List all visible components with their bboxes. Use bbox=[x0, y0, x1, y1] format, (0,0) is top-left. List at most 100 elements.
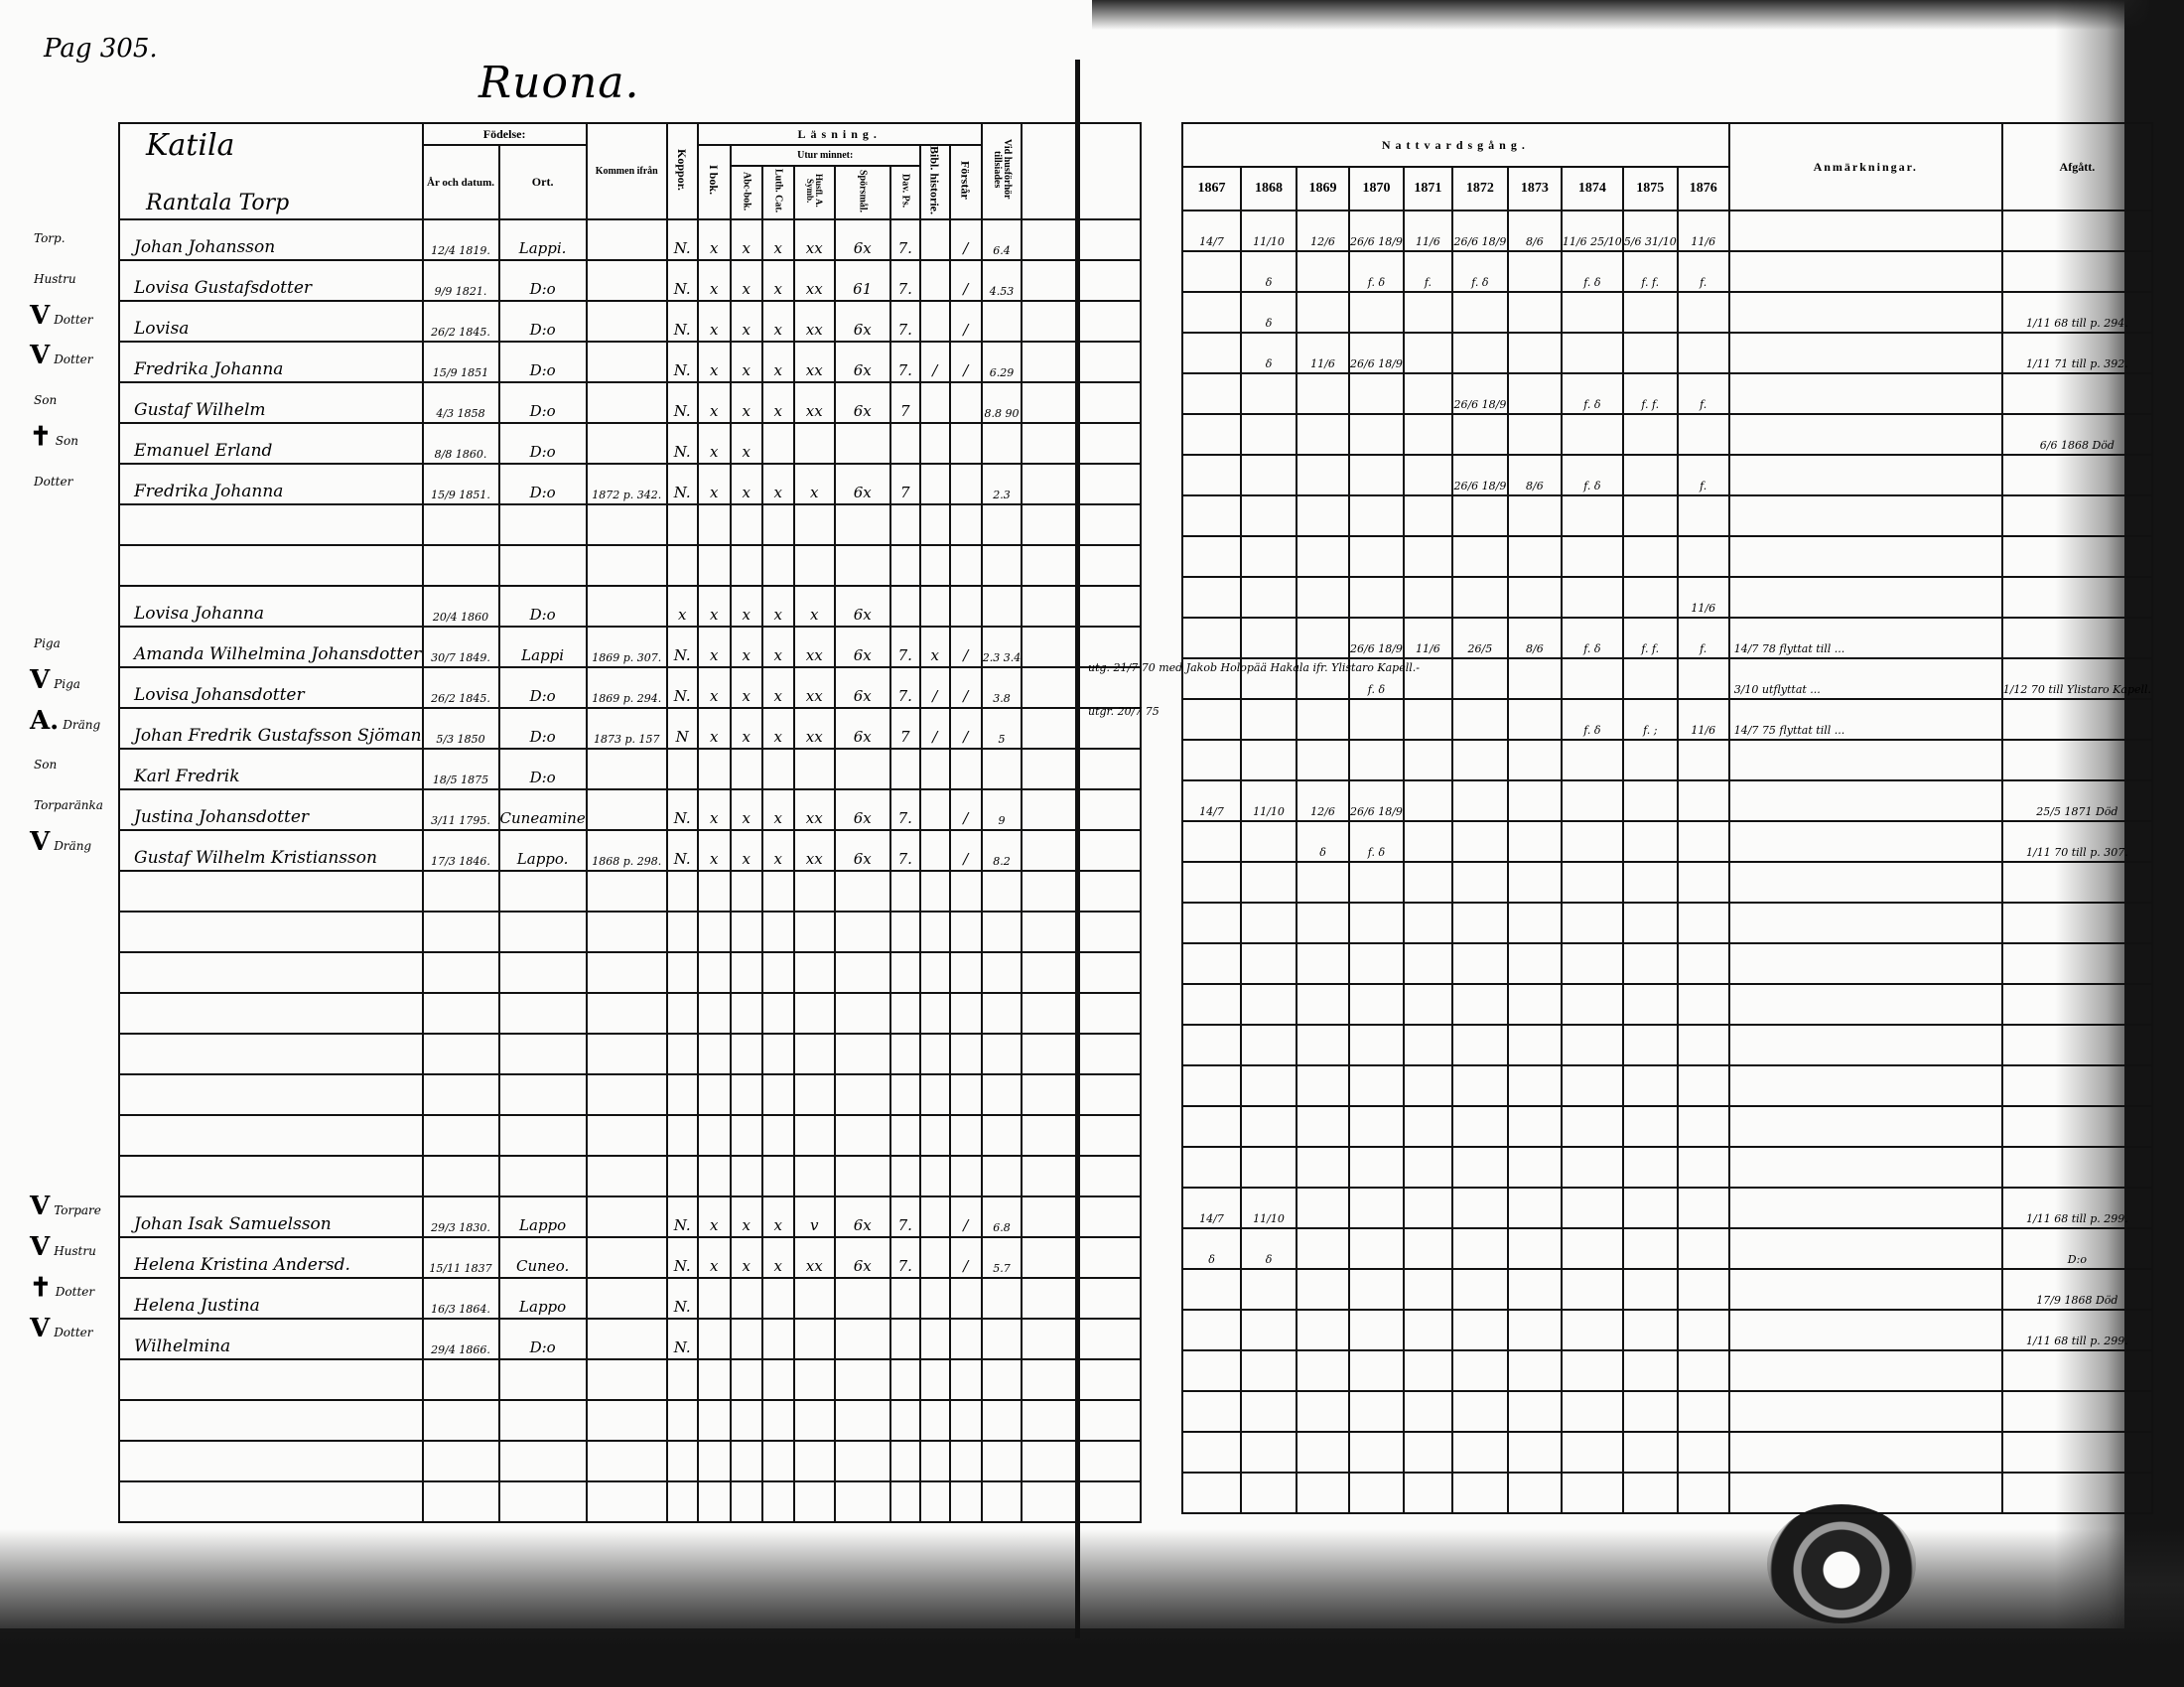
communion-date bbox=[1348, 535, 1405, 578]
communion-date: 12/6 bbox=[1296, 210, 1350, 252]
communion-date bbox=[1181, 1349, 1242, 1392]
table-row: 14/7 11/10 12/6 26/6 18/9 25/5 1871 Död bbox=[1181, 779, 2154, 822]
remarks bbox=[1727, 332, 2003, 374]
person-name bbox=[118, 1155, 424, 1198]
header-year: 1876 bbox=[1676, 166, 1730, 211]
reading-sporsmal bbox=[833, 1358, 891, 1402]
reading-abc-bok bbox=[729, 911, 763, 954]
communion-date bbox=[1560, 535, 1624, 578]
blank-cell bbox=[1021, 1277, 1143, 1321]
departed bbox=[2000, 1349, 2154, 1392]
communion-date: f. δ bbox=[1560, 698, 1624, 741]
table-row: δ 11/6 26/6 18/9 1/11 71 till p. 392. bbox=[1181, 332, 2154, 374]
reading-koppor: x bbox=[665, 585, 699, 629]
reading-koppor: N bbox=[665, 707, 699, 751]
table-row: Karl Fredrik 18/5 1875 D:o bbox=[118, 748, 1143, 791]
came-from: 1869 p. 307. bbox=[585, 626, 668, 669]
communion-date bbox=[1560, 779, 1624, 822]
reading-i-bok bbox=[696, 1358, 732, 1402]
person-name bbox=[118, 1114, 424, 1158]
reading-luth-cat bbox=[760, 1480, 795, 1524]
birth-place bbox=[497, 992, 588, 1036]
reading-bibl-hist: / bbox=[918, 666, 951, 710]
communion-date: f. δ bbox=[1560, 454, 1624, 496]
birth-date bbox=[421, 992, 500, 1036]
birth-date: 29/4 1866. bbox=[421, 1318, 500, 1361]
communion-date: 26/6 18/9 bbox=[1450, 210, 1509, 252]
came-from bbox=[585, 218, 668, 262]
communion-date bbox=[1181, 494, 1242, 537]
blank-cell bbox=[1021, 503, 1143, 547]
reading-i-bok: x bbox=[696, 381, 732, 425]
reading-forstar bbox=[948, 503, 983, 547]
table-row bbox=[1181, 902, 2154, 944]
reading-abc-bok: x bbox=[729, 259, 763, 303]
header-luth: Luth. Cat. bbox=[760, 165, 795, 221]
communion-date bbox=[1296, 413, 1350, 456]
header-year: 1872 bbox=[1450, 166, 1509, 211]
reading-sporsmal: 6x bbox=[833, 626, 891, 669]
communion-date bbox=[1181, 820, 1242, 863]
communion-date bbox=[1676, 1146, 1730, 1189]
reading-sporsmal bbox=[833, 992, 891, 1036]
row-margin-note: ✝ Son bbox=[30, 422, 117, 452]
communion-date bbox=[1621, 1064, 1679, 1107]
communion-date bbox=[1296, 942, 1350, 985]
communion-date bbox=[1450, 779, 1509, 822]
person-name bbox=[118, 1440, 424, 1483]
came-from bbox=[585, 300, 668, 344]
communion-date: f. δ bbox=[1560, 250, 1624, 293]
reading-forstar: / bbox=[948, 218, 983, 262]
reading-abc-bok bbox=[729, 748, 763, 791]
departed bbox=[2000, 494, 2154, 537]
communion-date: 26/6 18/9 bbox=[1450, 454, 1509, 496]
communion-date bbox=[1240, 372, 1297, 415]
reading-sporsmal bbox=[833, 1318, 891, 1361]
birth-place bbox=[497, 951, 588, 995]
communion-date bbox=[1560, 1227, 1624, 1270]
header-year: 1867 bbox=[1181, 166, 1242, 211]
table-row bbox=[118, 1114, 1143, 1158]
communion-date bbox=[1240, 698, 1297, 741]
reading-koppor: N. bbox=[665, 463, 699, 506]
birth-place bbox=[497, 1480, 588, 1524]
reading-sporsmal: 6x bbox=[833, 381, 891, 425]
departed bbox=[2000, 861, 2154, 904]
communion-date bbox=[1402, 902, 1453, 944]
reading-sporsmal bbox=[833, 911, 891, 954]
reading-i-bok bbox=[696, 1073, 732, 1117]
communion-date bbox=[1450, 1349, 1509, 1392]
remarks bbox=[1727, 820, 2003, 863]
reading-i-bok bbox=[696, 951, 732, 995]
communion-date bbox=[1506, 413, 1563, 456]
communion-date: 11/10 bbox=[1240, 210, 1297, 252]
departed: 1/11 68 till p. 299. bbox=[2000, 1309, 2154, 1351]
communion-date bbox=[1181, 1064, 1242, 1107]
husforhor-mark bbox=[980, 1480, 1024, 1524]
table-row: 26/6 18/9 8/6 f. δ f. bbox=[1181, 454, 2154, 496]
communion-note: utgr. 20/7 75 bbox=[1088, 705, 1160, 718]
person-name bbox=[118, 1073, 424, 1117]
blank-cell bbox=[1021, 870, 1143, 914]
blank-cell bbox=[1021, 1318, 1143, 1361]
communion-date bbox=[1506, 902, 1563, 944]
reading-koppor: N. bbox=[665, 341, 699, 384]
departed: 1/11 71 till p. 392. bbox=[2000, 332, 2154, 374]
communion-date bbox=[1560, 942, 1624, 985]
communion-date bbox=[1240, 1268, 1297, 1311]
relation-label: Dräng bbox=[54, 839, 92, 853]
communion-date bbox=[1450, 1187, 1509, 1229]
communion-date bbox=[1181, 739, 1242, 781]
departed bbox=[2000, 1390, 2154, 1433]
communion-date: f. bbox=[1402, 250, 1453, 293]
birth-place bbox=[497, 1073, 588, 1117]
communion-date bbox=[1676, 942, 1730, 985]
birth-date: 18/5 1875 bbox=[421, 748, 500, 791]
communion-date bbox=[1506, 698, 1563, 741]
header-year: 1869 bbox=[1296, 166, 1350, 211]
row-margin-note: V Torpare bbox=[30, 1192, 117, 1221]
communion-date: δ bbox=[1240, 250, 1297, 293]
reading-luth-cat: x bbox=[760, 259, 795, 303]
communion-date bbox=[1296, 983, 1350, 1026]
birth-place: D:o bbox=[497, 666, 588, 710]
